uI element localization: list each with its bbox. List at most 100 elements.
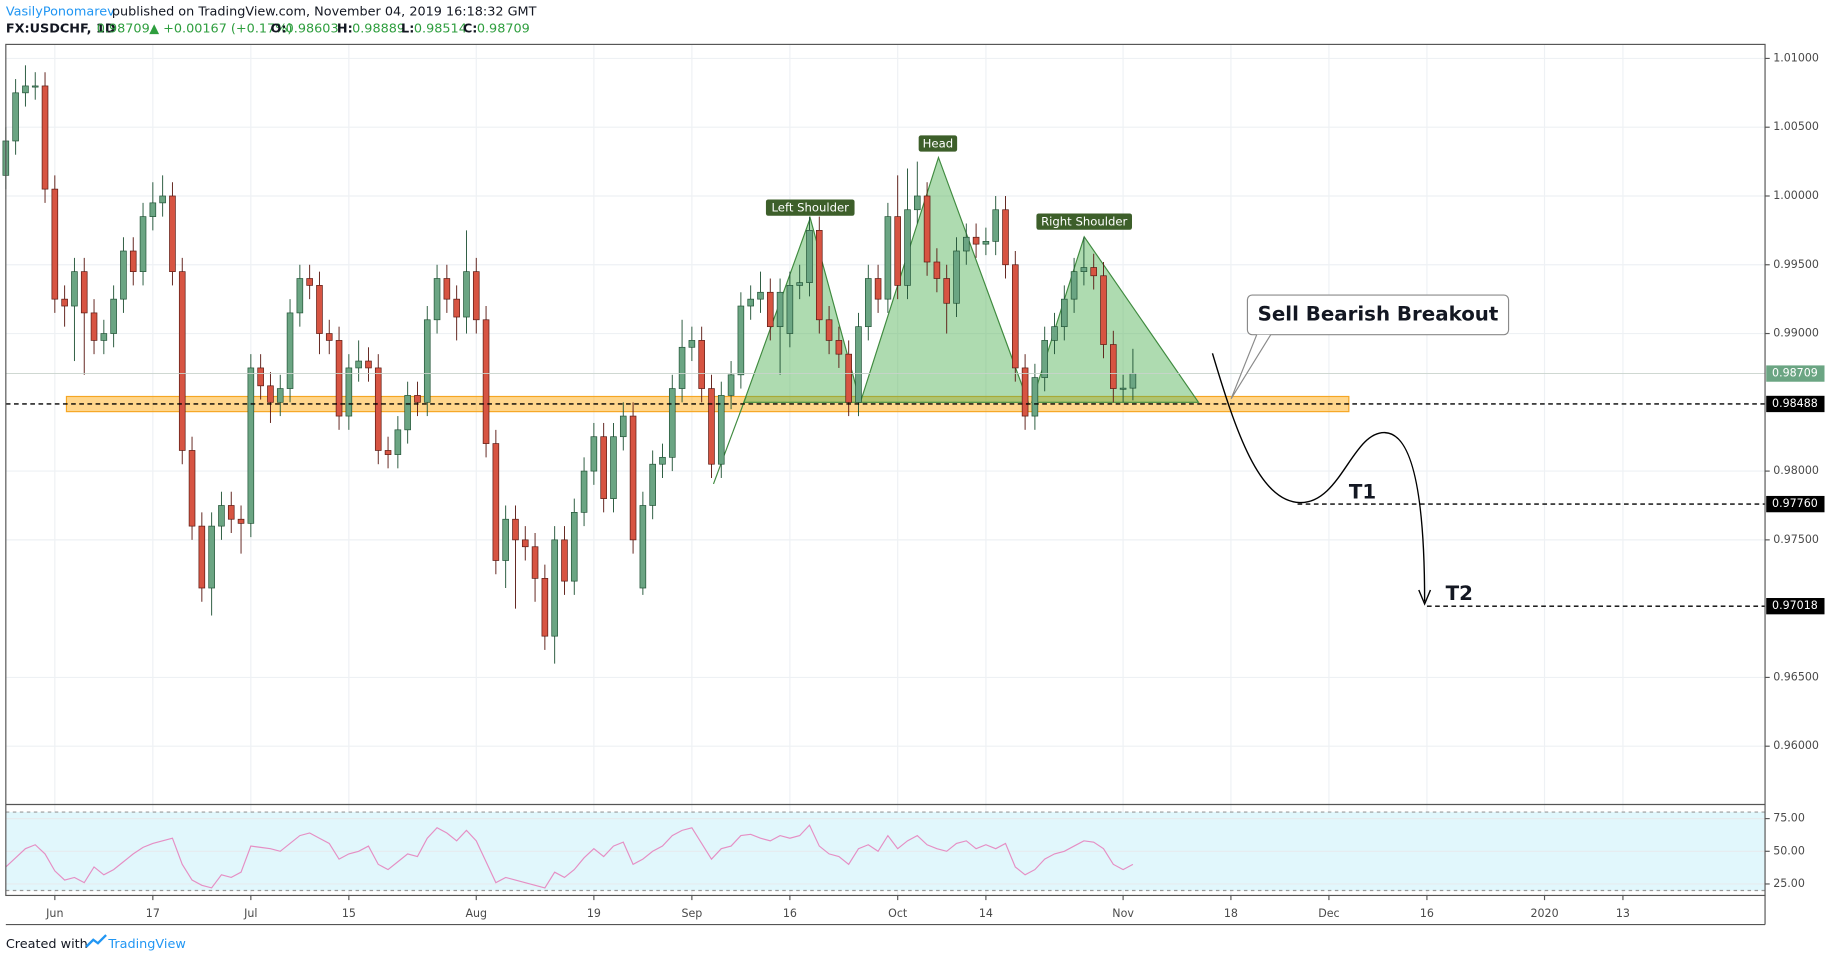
candle-body <box>306 278 313 286</box>
x-tick-label: Nov <box>1112 907 1134 920</box>
candle-body <box>629 415 637 541</box>
projection: Sell Bearish Breakout T1 T2 <box>1211 294 1510 606</box>
y-tick-label: 0.99000 <box>1773 327 1819 340</box>
ohlc-label: C: <box>463 22 478 37</box>
candle-body <box>61 298 68 307</box>
candle-body <box>708 388 715 465</box>
price-label: 0.98709 <box>1772 367 1818 380</box>
candle-body <box>345 367 353 417</box>
y-tick-label: 1.00000 <box>1773 189 1819 202</box>
plot-frame <box>5 43 1766 897</box>
candle-body <box>884 216 892 300</box>
candle-body <box>178 271 186 451</box>
ohlc-label: O: <box>270 22 286 37</box>
label-box <box>918 135 958 152</box>
y-tick-label: 0.98000 <box>1773 464 1819 477</box>
candle-body <box>815 230 823 321</box>
candle-body <box>806 230 813 283</box>
candle-body <box>1080 267 1088 272</box>
candle-body <box>365 360 372 369</box>
candle-body <box>757 291 764 300</box>
axes: Jun 17 Jul 15 Aug 19 Sep 16 Oct 14 Nov 18 Dec 16 2020 1… <box>5 43 1819 926</box>
x-tick-label: 17 <box>146 907 160 920</box>
candle-body <box>100 333 108 341</box>
candle-body <box>659 456 666 465</box>
price-label-box <box>1766 365 1825 382</box>
candle-body <box>80 271 88 314</box>
candle-body <box>786 285 794 334</box>
candle-body <box>972 236 980 245</box>
candle-body <box>727 374 735 396</box>
candle-body <box>825 319 833 341</box>
candle-body <box>433 278 441 321</box>
candle-body <box>267 385 274 403</box>
candle-body <box>325 333 333 341</box>
candle-body <box>796 282 803 286</box>
candle-body <box>120 250 127 300</box>
candle-body <box>316 285 323 334</box>
callout-text: Sell Bearish Breakout <box>1258 302 1499 325</box>
candle-body <box>1110 344 1117 389</box>
candle-body <box>1031 377 1039 417</box>
ohlc-label: H: <box>337 22 353 37</box>
candle-body <box>453 298 460 318</box>
price-label: 0.97018 <box>1772 599 1818 612</box>
candle-body <box>923 195 931 263</box>
brand-logo[interactable]: TradingView <box>85 934 186 952</box>
candle-body <box>149 202 157 217</box>
candle-body <box>443 278 451 300</box>
candle-body <box>619 415 627 438</box>
price-label-box <box>1766 598 1825 615</box>
price-label-box <box>1766 495 1825 513</box>
candle-body <box>874 278 882 300</box>
candle-body <box>1021 367 1029 417</box>
candle-body <box>374 367 382 451</box>
candle-body <box>482 319 490 444</box>
candle-body <box>649 463 656 506</box>
symbol: FX:USDCHF, 1D <box>6 22 116 37</box>
x-tick-label: 13 <box>1616 907 1630 920</box>
candle-body <box>590 436 598 472</box>
x-tick-label: 18 <box>1224 907 1238 920</box>
levels: 0.98488 0.97760 0.97018 0.98709 <box>5 365 1825 615</box>
candle-body <box>698 340 705 389</box>
candle-body <box>992 209 999 242</box>
candle-body <box>561 539 568 582</box>
candle-body <box>423 319 431 403</box>
candle-body <box>41 85 49 190</box>
candle-body <box>982 241 990 245</box>
candle-body <box>139 216 147 272</box>
y-tick-label: 1.01000 <box>1773 51 1819 64</box>
price-label-box <box>1766 395 1825 413</box>
candle-body <box>1119 387 1127 390</box>
author[interactable]: VasilyPonomarev <box>6 4 115 19</box>
candles <box>2 65 1137 664</box>
rsi-line <box>5 824 1134 889</box>
brand[interactable]: TradingView <box>107 937 185 952</box>
candle-body <box>414 395 421 403</box>
ohlc-value: 0.98514 <box>414 22 467 37</box>
published: published on TradingView.com, November 0… <box>112 4 537 19</box>
rsi-tick-label: 50.00 <box>1773 844 1805 857</box>
x-tick-label: Jul <box>243 907 257 920</box>
candle-body <box>1041 340 1048 378</box>
candle-body <box>953 250 960 304</box>
candle-body <box>188 450 196 527</box>
footer: Created with <box>6 937 88 952</box>
candle-body <box>404 395 411 431</box>
candle-body <box>1129 373 1137 389</box>
x-tick-label: Aug <box>465 907 487 920</box>
candle-body <box>1012 264 1019 369</box>
price-label: 0.98488 <box>1772 397 1818 410</box>
candle-body <box>227 505 235 520</box>
candle-body <box>110 298 117 334</box>
pattern-label: Right Shoulder <box>1041 215 1127 229</box>
candle-body <box>296 278 304 314</box>
callout-box <box>1246 294 1510 336</box>
ohlc-value: 0.98709 <box>477 22 530 37</box>
candle-body <box>855 326 862 403</box>
candle-body <box>766 291 774 328</box>
candle-body <box>963 236 970 252</box>
candle-body <box>845 353 852 403</box>
candle-body <box>218 505 225 527</box>
